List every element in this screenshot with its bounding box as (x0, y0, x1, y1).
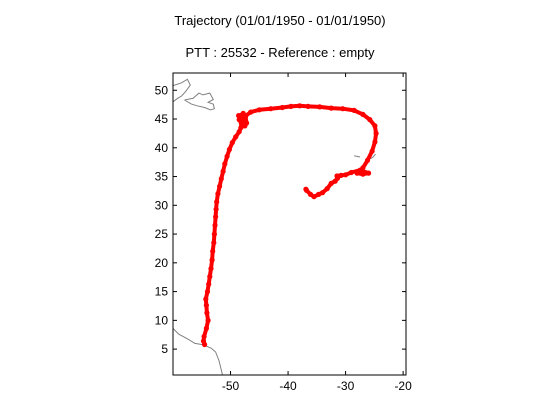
track-point (209, 257, 215, 263)
track-point (268, 106, 274, 112)
track-point (215, 191, 221, 197)
track-point (217, 183, 223, 189)
y-tick-label: 30 (155, 198, 169, 212)
track-point (328, 180, 334, 186)
track-point (320, 190, 326, 196)
track-point (205, 317, 211, 323)
track-point (324, 186, 330, 192)
track-point (201, 333, 207, 340)
track-point (218, 176, 224, 182)
track-point (373, 130, 379, 136)
track-point (360, 171, 366, 177)
track-point (213, 206, 219, 212)
track-point (203, 325, 209, 331)
y-tick-label: 25 (155, 227, 169, 241)
chart-subtitle: PTT : 25532 - Reference : empty (185, 45, 375, 60)
track-point (200, 338, 207, 344)
track-point (211, 231, 217, 237)
track-point (328, 105, 334, 111)
track-point (212, 222, 218, 228)
track-point (224, 153, 230, 159)
y-tick-label: 5 (161, 342, 168, 356)
chart-title: Trajectory (01/01/1950 - 01/01/1950) (174, 13, 386, 28)
coastline (184, 92, 215, 111)
track-point (203, 302, 209, 308)
x-axis: -50 -40 -30 -20 (222, 73, 412, 393)
track-point (233, 134, 239, 140)
x-tick-label: -20 (394, 379, 412, 393)
track-line (201, 103, 379, 347)
y-tick-label: 10 (155, 313, 169, 327)
track-point (360, 111, 366, 117)
coastline (173, 78, 191, 103)
track-point (229, 140, 235, 146)
track-point (236, 129, 242, 135)
y-axis: 5 10 15 20 25 30 35 40 45 50 (155, 83, 406, 356)
track-point (297, 103, 303, 109)
track-point (203, 296, 209, 302)
track-point (204, 289, 211, 295)
track-point (351, 107, 357, 113)
track-point (366, 170, 372, 176)
track-point (307, 191, 314, 197)
y-tick-label: 50 (155, 83, 169, 97)
trajectory-track (200, 103, 379, 348)
y-tick-label: 40 (155, 141, 169, 155)
track-point (207, 274, 213, 280)
coastline-layer (173, 78, 376, 375)
x-tick-label: -30 (337, 379, 355, 393)
track-point (213, 214, 219, 220)
track-point (372, 139, 378, 145)
y-tick-label: 35 (155, 170, 169, 184)
track-point (214, 199, 220, 205)
track-point (242, 113, 249, 119)
track-point (208, 266, 214, 272)
coastline (173, 328, 223, 375)
track-point (317, 104, 323, 110)
track-point (372, 123, 378, 129)
track-point (220, 168, 226, 174)
y-tick-label: 20 (155, 256, 169, 270)
track-point (316, 191, 322, 197)
track-point (303, 186, 309, 192)
track-point (248, 109, 254, 115)
y-tick-label: 45 (155, 112, 169, 126)
track-point (204, 310, 210, 316)
track-point (211, 240, 217, 246)
track-point (256, 107, 262, 113)
track-point (238, 115, 245, 121)
track-point (343, 172, 349, 178)
track-point (206, 281, 212, 287)
x-tick-label: -40 (279, 379, 297, 393)
x-tick-label: -50 (222, 379, 240, 393)
track-point (242, 123, 248, 129)
track-point (340, 106, 346, 112)
track-point (288, 103, 294, 109)
y-tick-label: 15 (155, 285, 169, 299)
track-point (305, 103, 311, 109)
track-point (364, 157, 371, 163)
track-point (357, 167, 363, 173)
track-point (338, 172, 344, 178)
track-point (332, 178, 338, 184)
track-point (226, 146, 232, 153)
track-point (367, 117, 373, 123)
track-point (279, 104, 285, 111)
track-point (222, 161, 228, 167)
track-point (348, 169, 354, 176)
plot-frame (172, 72, 407, 376)
coastline (354, 155, 361, 158)
track-point (210, 248, 216, 254)
track-point (369, 148, 375, 154)
track-point (238, 125, 244, 131)
